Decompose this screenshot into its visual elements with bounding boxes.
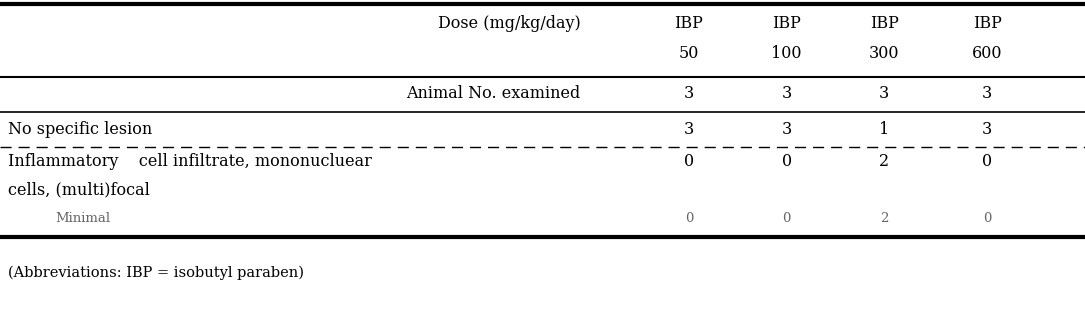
Text: IBP: IBP bbox=[973, 16, 1001, 32]
Text: 100: 100 bbox=[771, 45, 802, 61]
Text: Inflammatory    cell infiltrate, mononucluear: Inflammatory cell infiltrate, mononuclue… bbox=[8, 153, 372, 171]
Text: 0: 0 bbox=[685, 212, 693, 225]
Text: Minimal: Minimal bbox=[55, 212, 110, 225]
Text: 50: 50 bbox=[679, 45, 699, 61]
Text: IBP: IBP bbox=[773, 16, 801, 32]
Text: cells, (multi)focal: cells, (multi)focal bbox=[8, 181, 150, 199]
Text: IBP: IBP bbox=[675, 16, 703, 32]
Text: 3: 3 bbox=[781, 85, 792, 102]
Text: (Abbreviations: IBP = isobutyl paraben): (Abbreviations: IBP = isobutyl paraben) bbox=[8, 266, 304, 280]
Text: 0: 0 bbox=[982, 153, 993, 171]
Text: 3: 3 bbox=[781, 121, 792, 137]
Text: 3: 3 bbox=[982, 85, 993, 102]
Text: 3: 3 bbox=[982, 121, 993, 137]
Text: 0: 0 bbox=[983, 212, 992, 225]
Text: 3: 3 bbox=[684, 121, 694, 137]
Text: 0: 0 bbox=[684, 153, 694, 171]
Text: Animal No. examined: Animal No. examined bbox=[406, 85, 580, 102]
Text: Dose (mg/kg/day): Dose (mg/kg/day) bbox=[437, 16, 580, 32]
Text: No specific lesion: No specific lesion bbox=[8, 121, 152, 137]
Text: 3: 3 bbox=[684, 85, 694, 102]
Text: 0: 0 bbox=[781, 153, 792, 171]
Text: 2: 2 bbox=[879, 153, 890, 171]
Text: 3: 3 bbox=[879, 85, 890, 102]
Text: 300: 300 bbox=[869, 45, 899, 61]
Text: IBP: IBP bbox=[870, 16, 898, 32]
Text: 2: 2 bbox=[880, 212, 889, 225]
Text: 0: 0 bbox=[782, 212, 791, 225]
Text: 1: 1 bbox=[879, 121, 890, 137]
Text: 600: 600 bbox=[972, 45, 1003, 61]
